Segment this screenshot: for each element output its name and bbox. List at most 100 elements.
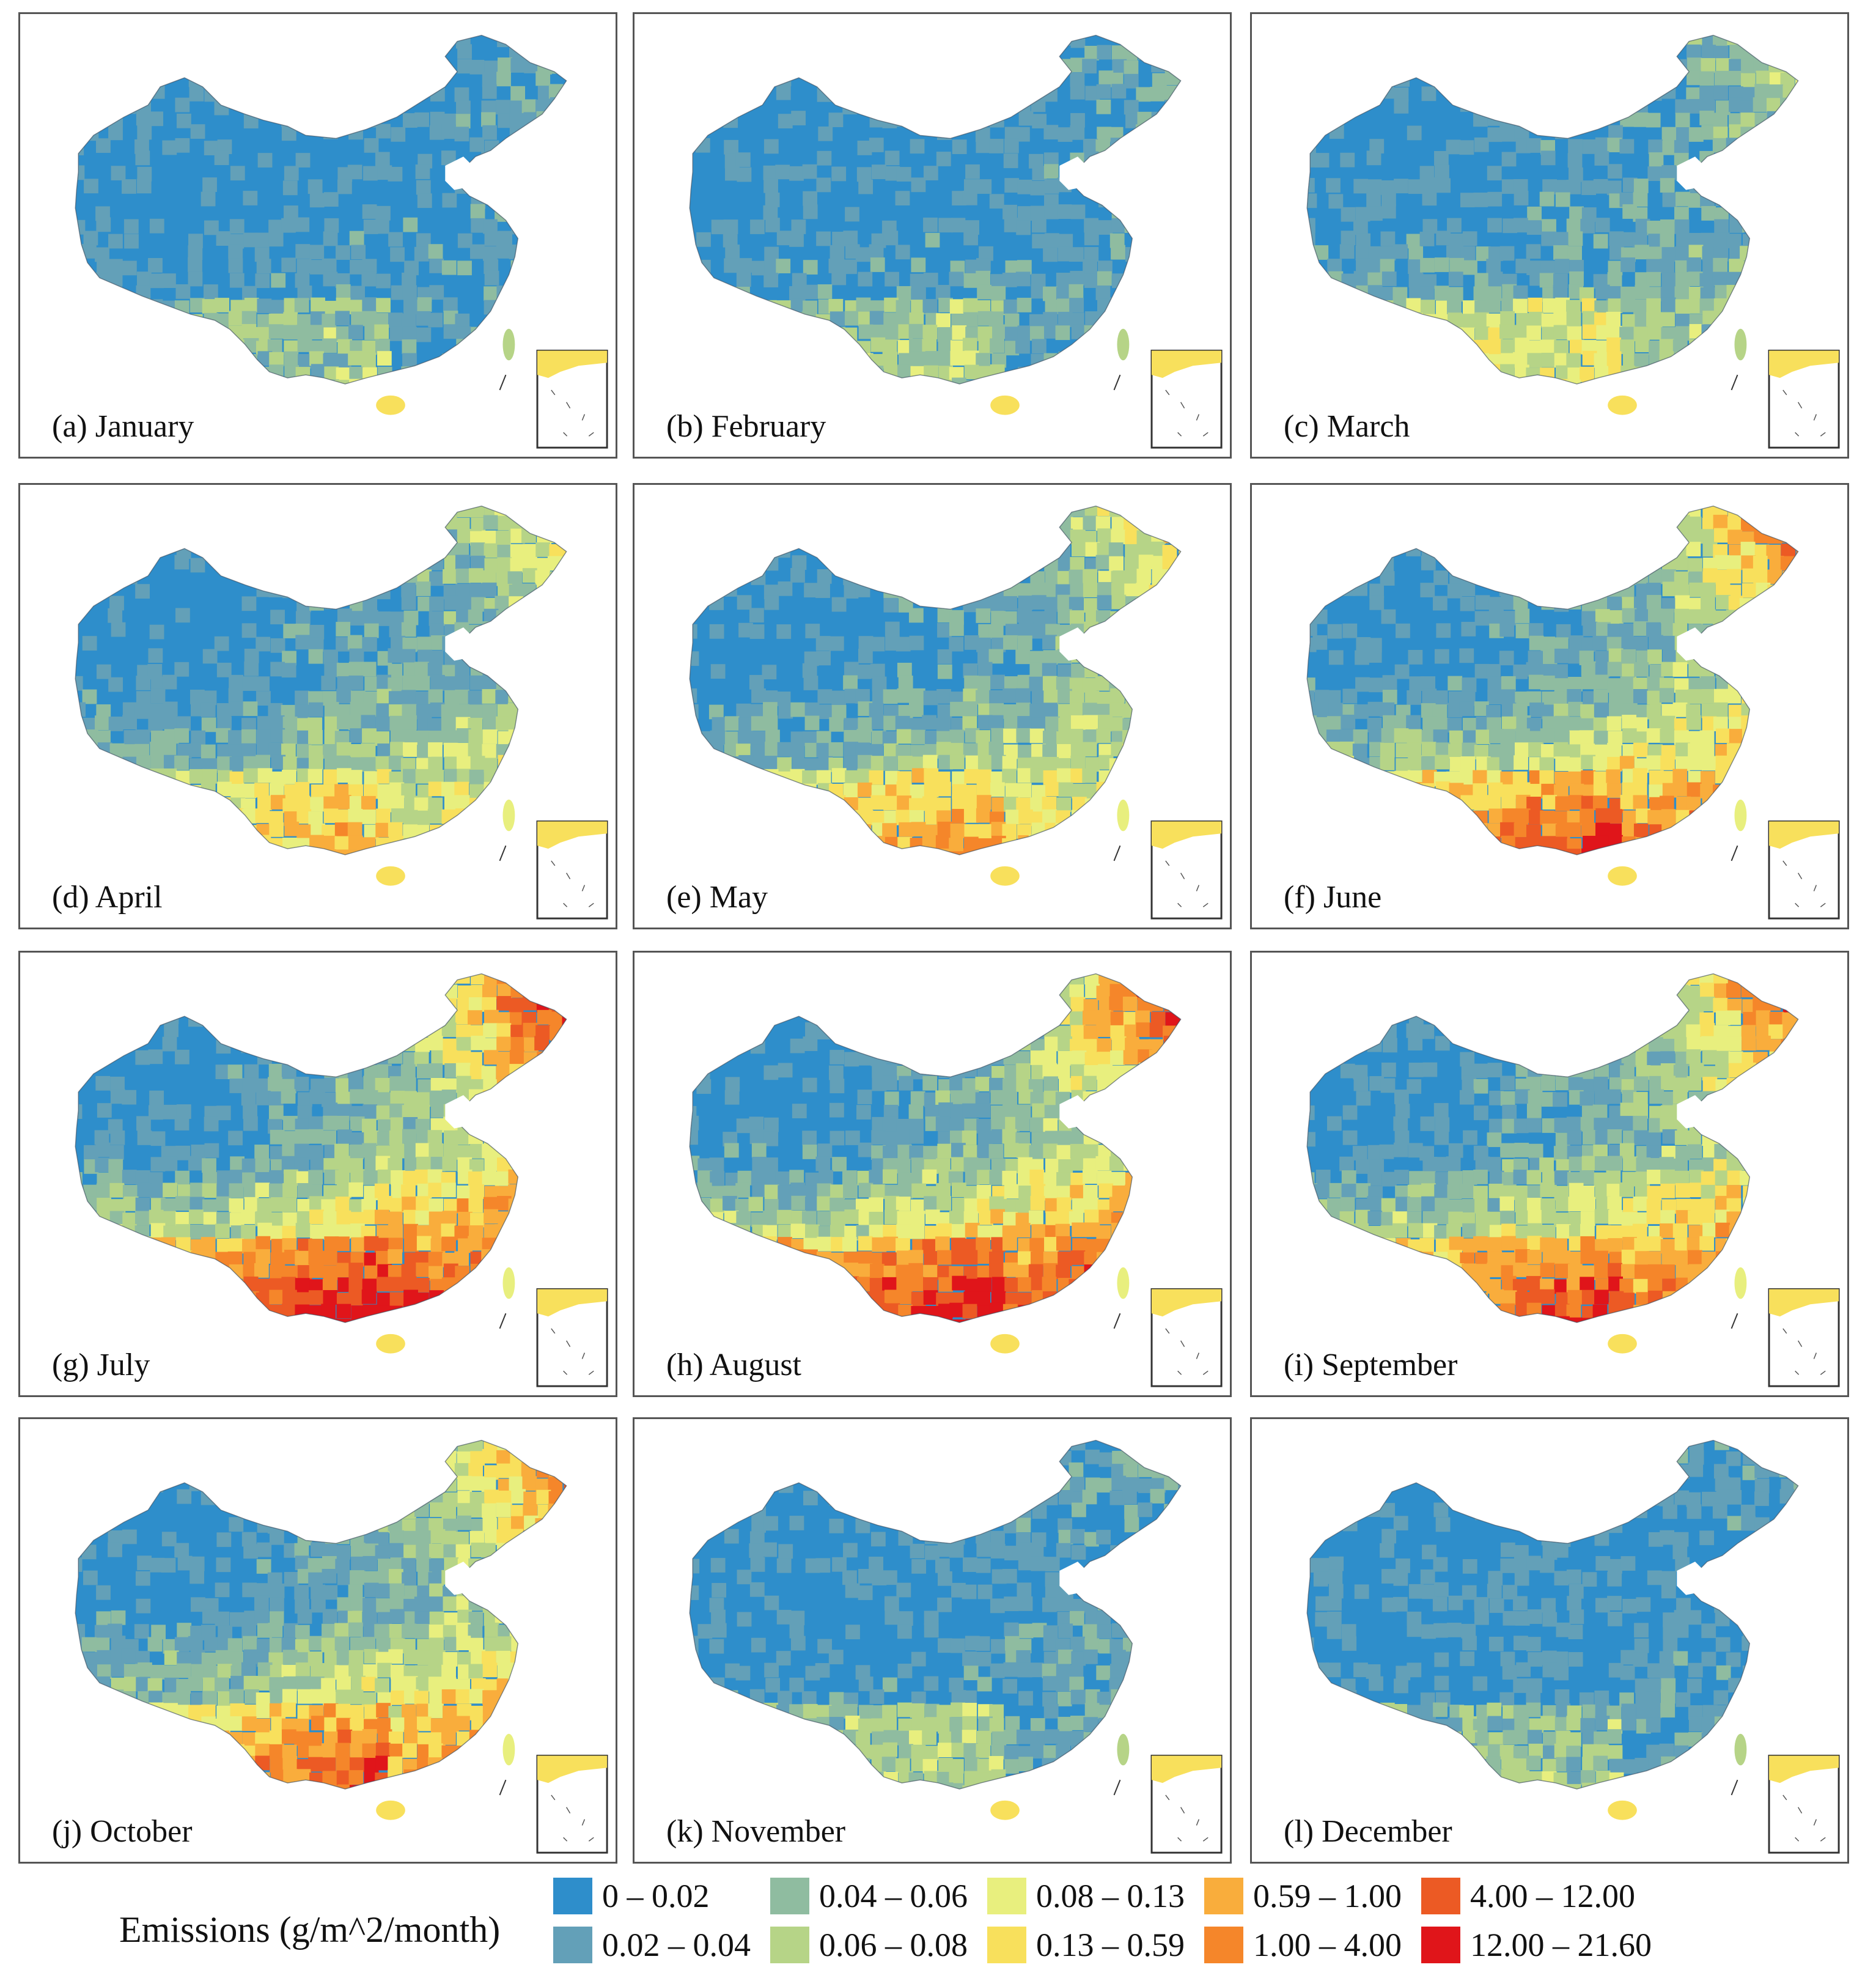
- map-panel: (f) June: [1250, 483, 1849, 929]
- legend-swatch: [770, 1927, 809, 1963]
- china-emission-map: [1306, 34, 1840, 449]
- panel-label: (h) August: [666, 1348, 801, 1382]
- legend-item: 0.06 – 0.08: [770, 1925, 968, 1965]
- legend-title: Emissions (g/m^2/month): [119, 1909, 501, 1950]
- map-panel-grid: (a) January (b) February (c) March (d) Apri…: [18, 12, 1849, 1864]
- legend-range-label: 0.59 – 1.00: [1253, 1878, 1402, 1914]
- legend-range-label: 0 – 0.02: [602, 1878, 710, 1914]
- bohai-sea: [1677, 1095, 1707, 1129]
- bohai-sea: [445, 157, 476, 190]
- legend-swatch: [1421, 1927, 1460, 1963]
- map-panel: (b) February: [633, 12, 1232, 459]
- hainan-island: [990, 1334, 1020, 1354]
- hainan-island: [376, 866, 405, 886]
- china-emission-map: [1306, 505, 1840, 920]
- legend-swatch: [1421, 1878, 1460, 1914]
- hainan-island: [990, 1800, 1020, 1820]
- panel-label: (e) May: [666, 880, 768, 915]
- legend-item: 0.13 – 0.59: [987, 1925, 1185, 1965]
- bohai-sea: [445, 1562, 476, 1595]
- china-emission-map: [1306, 973, 1840, 1387]
- taiwan-island: [1117, 1733, 1130, 1766]
- legend-swatch: [1204, 1927, 1243, 1963]
- taiwan-island: [502, 1267, 515, 1299]
- legend-range-label: 0.02 – 0.04: [602, 1927, 751, 1963]
- taiwan-island: [1117, 1267, 1130, 1299]
- taiwan-island: [1734, 799, 1747, 832]
- bohai-sea: [1059, 627, 1090, 661]
- legend-range-label: 12.00 – 21.60: [1470, 1927, 1652, 1963]
- map-panel: (a) January: [18, 12, 617, 459]
- map-panel: (g) July: [18, 951, 617, 1397]
- legend-range-label: 1.00 – 4.00: [1253, 1927, 1402, 1963]
- taiwan-island: [1734, 1733, 1747, 1766]
- china-emission-map: [689, 973, 1223, 1387]
- panel-label: (g) July: [52, 1348, 150, 1382]
- china-emission-map: [75, 1439, 608, 1854]
- china-emission-map: [1306, 1439, 1840, 1854]
- legend-range-label: 0.13 – 0.59: [1036, 1927, 1185, 1963]
- hainan-island: [376, 395, 405, 415]
- legend-item: 1.00 – 4.00: [1204, 1925, 1402, 1965]
- taiwan-island: [1117, 328, 1130, 361]
- hainan-island: [1608, 1334, 1637, 1354]
- legend-swatch: [987, 1927, 1026, 1963]
- taiwan-island: [502, 328, 515, 361]
- hainan-island: [1608, 1800, 1637, 1820]
- legend-item: 0 – 0.02: [553, 1876, 710, 1916]
- china-emission-map: [75, 973, 608, 1387]
- hainan-island: [1608, 866, 1637, 886]
- china-emission-map: [75, 34, 608, 449]
- map-panel: (k) November: [633, 1417, 1232, 1864]
- legend-item: 0.59 – 1.00: [1204, 1876, 1402, 1916]
- panel-label: (b) February: [666, 409, 826, 444]
- bohai-sea: [445, 627, 476, 661]
- bohai-sea: [1059, 1562, 1090, 1595]
- legend-swatch: [987, 1878, 1026, 1914]
- panel-label: (d) April: [52, 880, 163, 915]
- legend-item: 0.04 – 0.06: [770, 1876, 968, 1916]
- legend-range-label: 4.00 – 12.00: [1470, 1878, 1635, 1914]
- panel-label: (k) November: [666, 1814, 846, 1849]
- bohai-sea: [1677, 157, 1707, 190]
- bohai-sea: [445, 1095, 476, 1129]
- china-emission-map: [689, 505, 1223, 920]
- panel-label: (j) October: [52, 1814, 193, 1849]
- hainan-island: [376, 1334, 405, 1354]
- china-emission-map: [689, 34, 1223, 449]
- panel-label: (i) September: [1284, 1348, 1458, 1382]
- bohai-sea: [1059, 1095, 1090, 1129]
- map-panel: (c) March: [1250, 12, 1849, 459]
- panel-label: (l) December: [1284, 1814, 1452, 1849]
- panel-label: (f) June: [1284, 880, 1382, 915]
- legend: Emissions (g/m^2/month) 0 – 0.02 0.02 – 0…: [0, 1871, 1876, 1981]
- legend-range-label: 0.04 – 0.06: [819, 1878, 968, 1914]
- map-panel: (j) October: [18, 1417, 617, 1864]
- china-emission-map: [75, 505, 608, 920]
- legend-range-label: 0.06 – 0.08: [819, 1927, 968, 1963]
- bohai-sea: [1677, 627, 1707, 661]
- hainan-island: [990, 395, 1020, 415]
- taiwan-island: [1117, 799, 1130, 832]
- hainan-island: [990, 866, 1020, 886]
- taiwan-island: [1734, 1267, 1747, 1299]
- map-panel: (e) May: [633, 483, 1232, 929]
- legend-item: 0.08 – 0.13: [987, 1876, 1185, 1916]
- legend-swatch: [553, 1878, 592, 1914]
- legend-swatch: [770, 1878, 809, 1914]
- legend-swatch: [553, 1927, 592, 1963]
- panel-label: (a) January: [52, 409, 194, 444]
- china-emission-map: [689, 1439, 1223, 1854]
- map-panel: (h) August: [633, 951, 1232, 1397]
- hainan-island: [376, 1800, 405, 1820]
- panel-label: (c) March: [1284, 409, 1410, 444]
- taiwan-island: [502, 1733, 515, 1766]
- map-panel: (l) December: [1250, 1417, 1849, 1864]
- bohai-sea: [1059, 157, 1090, 190]
- map-panel: (d) April: [18, 483, 617, 929]
- hainan-island: [1608, 395, 1637, 415]
- map-panel: (i) September: [1250, 951, 1849, 1397]
- legend-range-label: 0.08 – 0.13: [1036, 1878, 1185, 1914]
- legend-swatch: [1204, 1878, 1243, 1914]
- taiwan-island: [502, 799, 515, 832]
